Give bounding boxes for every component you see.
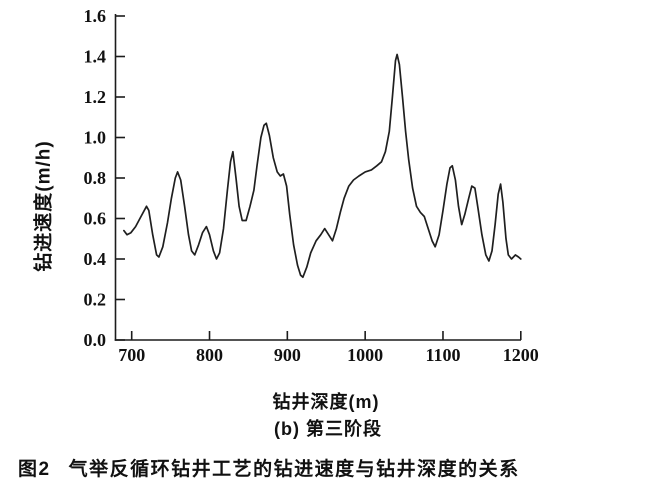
x-tick-label: 1000	[347, 345, 383, 365]
y-tick-label: 1.0	[84, 128, 107, 148]
line-chart: 0.0 0.2 0.4 0.6 0.8 1.0 1.2 1.4 1.6 700 800 900 1000…	[84, 6, 539, 365]
y-tick-label: 0.4	[84, 249, 107, 269]
x-tick-label: 800	[196, 345, 223, 365]
x-tick-label: 900	[274, 345, 301, 365]
y-tick-label: 1.2	[84, 87, 107, 107]
caption-number: 图2	[18, 459, 51, 480]
y-tick-label: 0.8	[84, 168, 107, 188]
y-tick-label: 1.6	[84, 6, 107, 26]
x-tick-label: 1200	[503, 345, 539, 365]
x-tick-label: 1100	[425, 345, 460, 365]
y-tick-label: 0.6	[84, 209, 107, 229]
y-tick-label: 0.0	[84, 330, 107, 350]
y-tick-label: 1.4	[84, 47, 107, 67]
data-curve	[123, 53, 522, 279]
x-tick-label: 700	[118, 345, 145, 365]
y-axis-title: 钻进速度(m/h)	[33, 140, 55, 272]
y-tick-label: 0.2	[84, 290, 107, 310]
figure-caption: 图2 气举反循环钻井工艺的钻进速度与钻井深度的关系	[18, 454, 520, 481]
chart-subtitle: (b) 第三阶段	[274, 419, 382, 439]
x-axis-title: 钻井深度(m)	[272, 392, 380, 412]
caption-text: 气举反循环钻井工艺的钻进速度与钻井深度的关系	[68, 459, 520, 480]
